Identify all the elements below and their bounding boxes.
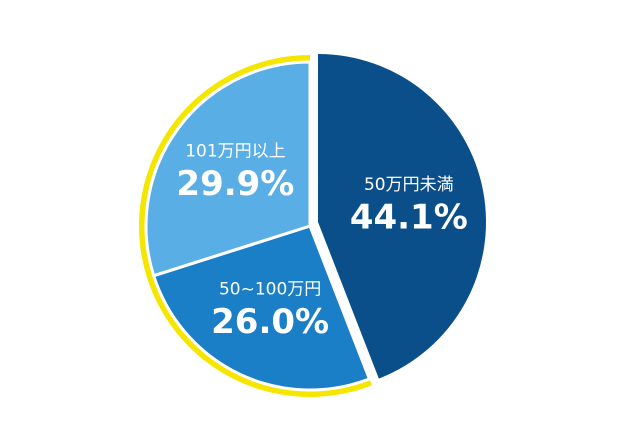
pie-slice bbox=[151, 224, 372, 392]
value-label: 29.9% bbox=[176, 164, 294, 204]
pie-slice bbox=[144, 60, 312, 278]
slice-label: 101万円以上 bbox=[185, 141, 285, 161]
pie-slice bbox=[318, 54, 487, 379]
value-label: 44.1% bbox=[350, 197, 468, 237]
value-label: 26.0% bbox=[211, 302, 329, 342]
slice-label: 50~100万円 bbox=[219, 279, 321, 299]
slice-label: 50万円未満 bbox=[364, 175, 454, 195]
highlight-group: 50~100万円 26.0% 101万円以上 29.9% bbox=[138, 55, 372, 398]
